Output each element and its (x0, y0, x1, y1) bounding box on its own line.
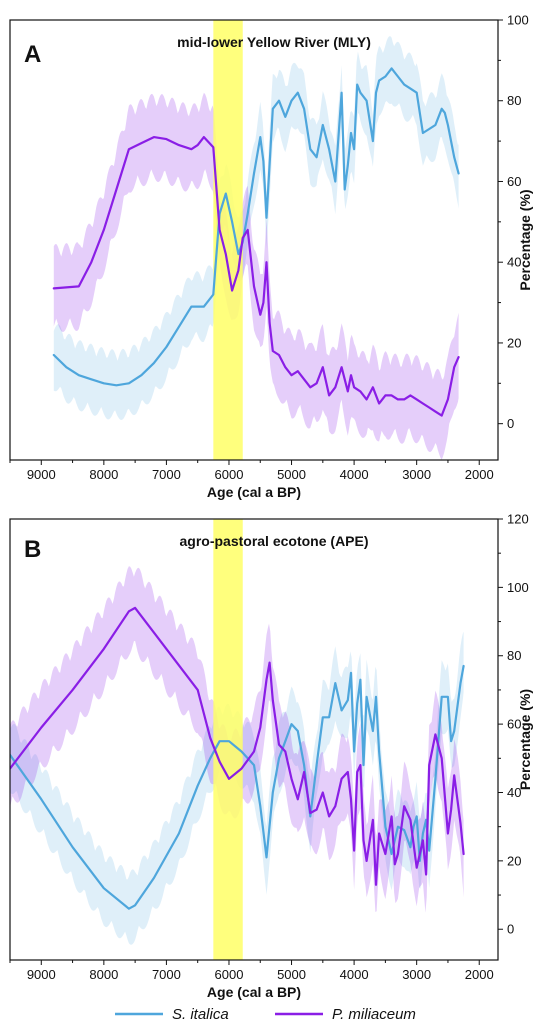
y-tick-label: 60 (507, 174, 521, 189)
band-miliaceum (53, 92, 459, 460)
plot-area (52, 20, 460, 460)
x-tick-label: 7000 (152, 467, 181, 482)
y-tick-label: 60 (507, 717, 521, 732)
panel-a: 9000 8000 7000 6000 5000 4000 3000 2000 0 20 40 60 8… (9, 13, 533, 500)
band-italica (53, 36, 459, 421)
legend-label-italica: S. italica (172, 1006, 229, 1023)
x-tick-label: 5000 (277, 967, 306, 982)
y-tick-label: 100 (507, 580, 529, 595)
y-axis-title: Percentage (%) (517, 189, 533, 290)
plot-frame (9, 19, 499, 461)
y-tick-label: 80 (507, 648, 521, 663)
band-italica (10, 632, 464, 945)
x-tick-label: 3000 (402, 467, 431, 482)
x-tick-label: 2000 (465, 967, 494, 982)
y-tick-label: 40 (507, 255, 521, 270)
highlight-band (213, 519, 243, 960)
y-tick-label: 20 (507, 853, 521, 868)
y-tick-label: 100 (507, 13, 529, 28)
y-tick-label: 120 (507, 512, 529, 527)
plot-frame (9, 518, 499, 961)
x-tick-label: 9000 (27, 467, 56, 482)
panel-letter: B (24, 536, 41, 563)
x-tick-label: 6000 (215, 467, 244, 482)
panel-letter: A (24, 41, 41, 68)
x-tick-label: 9000 (27, 967, 56, 982)
y-tick-label: 20 (507, 335, 521, 350)
legend: S. italica P. miliaceum (115, 1006, 416, 1023)
x-tick-label: 5000 (277, 467, 306, 482)
panel-b: 9000 8000 7000 6000 5000 4000 3000 2000 0 20 40 60 8… (9, 512, 533, 1000)
plot-area (10, 519, 465, 960)
x-tick-label: 8000 (89, 467, 118, 482)
x-tick-label: 6000 (215, 967, 244, 982)
x-axis-title: Age (cal a BP) (207, 984, 301, 1000)
y-tick-label: 0 (507, 922, 514, 937)
x-tick-label: 8000 (89, 967, 118, 982)
panel-title: agro-pastoral ecotone (APE) (179, 533, 368, 549)
x-tick-label: 2000 (465, 467, 494, 482)
y-axis-title: Percentage (%) (517, 689, 533, 790)
series-line-miliaceum (10, 606, 465, 886)
panel-title: mid-lower Yellow River (MLY) (177, 34, 371, 50)
y-tick-label: 80 (507, 93, 521, 108)
y-tick-label: 40 (507, 785, 521, 800)
x-tick-label: 7000 (152, 967, 181, 982)
x-tick-label: 4000 (340, 467, 369, 482)
x-tick-label: 4000 (340, 967, 369, 982)
legend-label-miliaceum: P. miliaceum (332, 1006, 416, 1023)
series-line-italica (52, 67, 460, 387)
y-tick-label: 0 (507, 416, 514, 431)
series-line-miliaceum (52, 136, 460, 417)
x-tick-label: 3000 (402, 967, 431, 982)
x-axis-title: Age (cal a BP) (207, 484, 301, 500)
